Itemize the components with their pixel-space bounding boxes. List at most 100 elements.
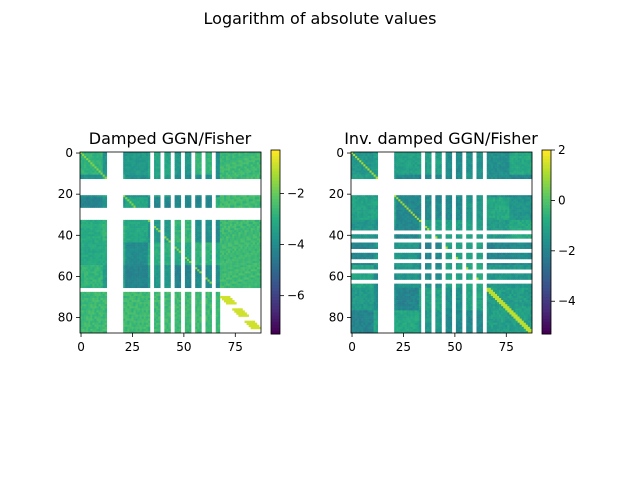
heatmap-cell	[242, 224, 244, 226]
heatmap-cell	[247, 261, 249, 263]
heatmap-cell	[249, 228, 251, 230]
heatmap-cell	[131, 321, 133, 323]
heatmap-cell	[129, 263, 131, 265]
heatmap-cell	[140, 243, 142, 245]
heatmap-cell	[251, 247, 253, 249]
heatmap-cell	[210, 296, 212, 298]
heatmap-cell	[138, 282, 140, 284]
heatmap-cell	[177, 177, 179, 179]
heatmap-cell	[175, 160, 177, 162]
heatmap-cell	[230, 277, 232, 279]
heatmap-cell	[86, 261, 88, 263]
heatmap-cell	[101, 203, 103, 205]
heatmap-cell	[154, 298, 156, 300]
heatmap-cell	[189, 294, 191, 296]
heatmap-cell	[166, 280, 168, 282]
heatmap-cell	[156, 201, 158, 203]
heatmap-cell	[220, 230, 222, 232]
heatmap-cell	[222, 154, 224, 156]
heatmap-cell	[189, 298, 191, 300]
heatmap-cell	[166, 329, 168, 331]
heatmap-cell	[142, 308, 144, 310]
heatmap-cell	[234, 275, 236, 277]
heatmap-cell	[218, 275, 220, 277]
heatmap-cell	[101, 230, 103, 232]
heatmap-cell	[158, 263, 160, 265]
heatmap-cell	[136, 300, 138, 302]
heatmap-cell	[253, 253, 255, 255]
heatmap-cell	[84, 166, 86, 168]
heatmap-cell	[175, 164, 177, 166]
heatmap-cell	[82, 261, 84, 263]
heatmap-cell	[164, 300, 166, 302]
heatmap-cell	[84, 247, 86, 249]
heatmap-cell	[210, 238, 212, 240]
heatmap-cell	[210, 224, 212, 226]
heatmap-cell	[105, 249, 107, 251]
heatmap-cell	[96, 284, 98, 286]
heatmap-cell	[226, 267, 228, 269]
heatmap-cell	[205, 160, 207, 162]
heatmap-cell	[417, 164, 419, 166]
heatmap-cell	[131, 199, 133, 201]
heatmap-cell	[123, 173, 125, 175]
heatmap-cell	[411, 156, 413, 158]
heatmap-cell	[101, 173, 103, 175]
heatmap-cell	[367, 166, 369, 168]
heatmap-cell	[129, 245, 131, 247]
heatmap-cell	[92, 323, 94, 325]
heatmap-cell	[205, 240, 207, 242]
heatmap-cell	[238, 164, 240, 166]
heatmap-cell	[105, 275, 107, 277]
heatmap-cell	[92, 300, 94, 302]
heatmap-cell	[138, 234, 140, 236]
heatmap-cell	[216, 245, 218, 247]
colorbar-swatch	[271, 159, 280, 163]
heatmap-cell	[374, 166, 376, 168]
heatmap-cell	[101, 282, 103, 284]
heatmap-cell	[92, 199, 94, 201]
heatmap-cell	[88, 284, 90, 286]
heatmap-cell	[105, 273, 107, 275]
heatmap-cell	[216, 304, 218, 306]
heatmap-cell	[205, 257, 207, 259]
heatmap-cell	[90, 304, 92, 306]
heatmap-cell	[96, 282, 98, 284]
heatmap-cell	[103, 243, 105, 245]
heatmap-cell	[175, 319, 177, 321]
heatmap-cell	[195, 156, 197, 158]
heatmap-cell	[103, 160, 105, 162]
heatmap-cell	[228, 238, 230, 240]
heatmap-cell	[127, 220, 129, 222]
heatmap-cell	[88, 195, 90, 197]
heatmap-cell	[166, 195, 168, 197]
heatmap-cell	[154, 247, 156, 249]
heatmap-cell	[86, 224, 88, 226]
heatmap-cell	[140, 230, 142, 232]
heatmap-cell	[133, 203, 135, 205]
heatmap-cell	[146, 240, 148, 242]
heatmap-cell	[210, 253, 212, 255]
heatmap-cell	[140, 323, 142, 325]
heatmap-cell	[175, 230, 177, 232]
heatmap-cell	[479, 162, 481, 164]
heatmap-cell	[253, 228, 255, 230]
heatmap-cell	[251, 273, 253, 275]
heatmap-cell	[255, 220, 257, 222]
heatmap-cell	[103, 275, 105, 277]
heatmap-cell	[166, 175, 168, 177]
heatmap-cell	[142, 296, 144, 298]
heatmap-cell	[208, 240, 210, 242]
heatmap-cell	[242, 175, 244, 177]
heatmap-cell	[177, 249, 179, 251]
heatmap-cell	[197, 310, 199, 312]
heatmap-cell	[88, 277, 90, 279]
heatmap-cell	[140, 228, 142, 230]
heatmap-cell	[166, 275, 168, 277]
heatmap-cell	[82, 275, 84, 277]
heatmap-cell	[238, 230, 240, 232]
heatmap-cell	[216, 280, 218, 282]
heatmap-cell	[179, 251, 181, 253]
heatmap-cell	[136, 275, 138, 277]
heatmap-cell	[249, 156, 251, 158]
